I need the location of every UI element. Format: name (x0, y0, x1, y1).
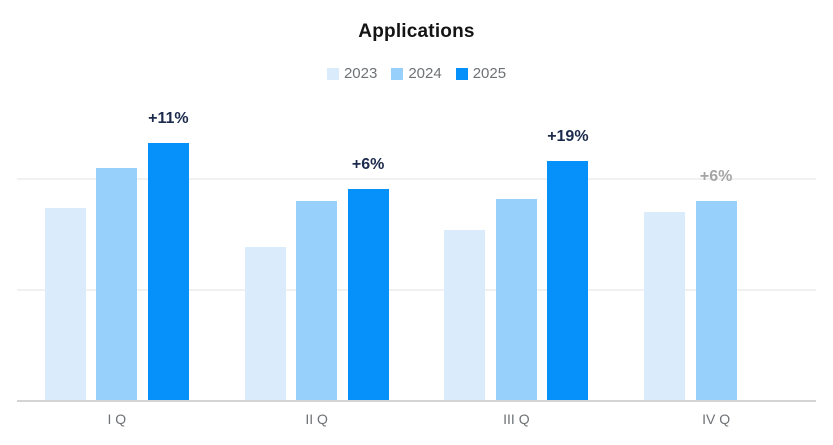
x-axis-line (17, 400, 816, 402)
gridline (17, 178, 816, 180)
bar-2023-iiq (244, 246, 286, 401)
growth-annotation-iiq: +6% (351, 155, 385, 173)
legend-swatch-2025 (455, 67, 468, 80)
bar-2024-iq (96, 167, 138, 401)
x-axis-label-iq: I Q (107, 411, 127, 427)
legend-swatch-2024 (391, 67, 404, 80)
bar-2024-iiq (296, 201, 338, 401)
x-axis-label-iiiq: III Q (503, 411, 530, 427)
legend-item-2023[interactable]: 2023 (326, 65, 378, 82)
chart-title: Applications (358, 21, 475, 42)
x-axis-label-ivq: IV Q (702, 411, 731, 427)
legend-swatch-2023 (326, 67, 339, 80)
bar-2023-ivq (644, 212, 686, 401)
chart-legend: 2023 2024 2025 (0, 65, 833, 82)
growth-annotation-iq: +11% (148, 110, 189, 128)
bar-2025-iq (147, 143, 189, 401)
gridline (17, 289, 816, 291)
x-axis-label-iiq: II Q (305, 411, 328, 427)
bar-2025-iiiq (547, 161, 589, 401)
legend-label-2024: 2024 (408, 65, 442, 82)
growth-annotation-ivq: +6% (699, 168, 733, 186)
bar-2024-iiiq (495, 198, 537, 401)
legend-label-2023: 2023 (343, 65, 378, 82)
bar-2023-iiiq (444, 230, 486, 401)
bar-2024-ivq (695, 201, 737, 401)
bar-2025-iiq (347, 188, 389, 401)
legend-item-2025[interactable]: 2025 (455, 65, 507, 82)
growth-annotation-iiiq: +19% (547, 128, 589, 146)
legend-label-2025: 2025 (472, 65, 507, 82)
legend-item-2024[interactable]: 2024 (391, 65, 442, 82)
bar-2023-iq (44, 207, 86, 401)
